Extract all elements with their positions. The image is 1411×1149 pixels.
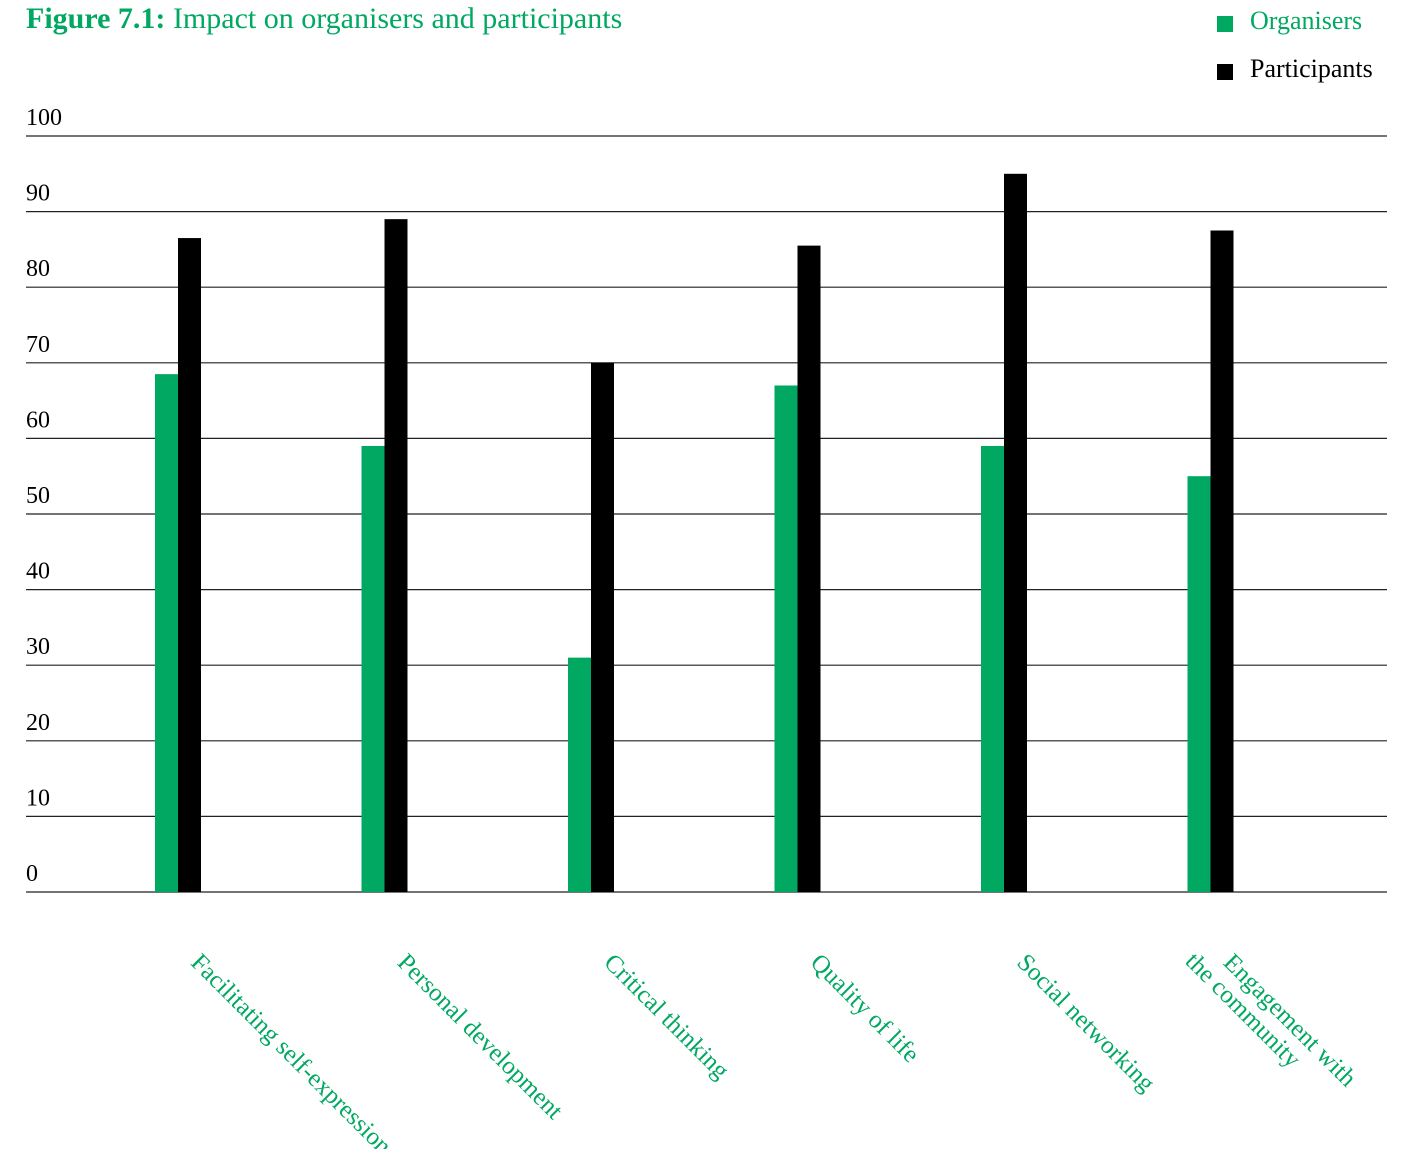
bar-organisers-2 xyxy=(361,445,385,892)
x-tick-label-1: Facilitating self-expression xyxy=(186,949,397,1149)
y-tick-label-70: 70 xyxy=(26,332,50,358)
y-tick-label-10: 10 xyxy=(26,785,50,811)
y-tick-label-90: 90 xyxy=(26,181,50,207)
x-tick-label-6: Engagement withthe community xyxy=(1180,929,1362,1111)
bar-organisers-6 xyxy=(1187,476,1211,892)
bar-participants-2 xyxy=(384,219,408,892)
x-tick-label-4: Quality of life xyxy=(805,949,924,1068)
bar-organisers-1 xyxy=(155,374,178,892)
y-tick-label-40: 40 xyxy=(26,559,50,585)
chart-title: Figure 7.1: Impact on organisers and par… xyxy=(26,2,622,36)
y-tick-label-0: 0 xyxy=(26,861,38,887)
x-tick-label-line: Personal development xyxy=(392,949,568,1125)
y-tick-label-30: 30 xyxy=(26,634,50,660)
y-tick-label-50: 50 xyxy=(26,483,50,509)
bar-organisers-3 xyxy=(568,657,591,892)
bar-organisers-4 xyxy=(774,385,798,892)
bar-participants-4 xyxy=(797,245,821,892)
bar-participants-5 xyxy=(1004,173,1027,893)
x-tick-label-5: Social networking xyxy=(1012,949,1161,1098)
figure-number: Figure 7.1: xyxy=(26,2,166,35)
y-tick-label-80: 80 xyxy=(26,256,50,282)
y-tick-label-20: 20 xyxy=(26,710,50,736)
y-tick-label-100: 100 xyxy=(26,105,62,131)
x-tick-label-3: Critical thinking xyxy=(599,949,735,1085)
legend-label-organisers: Organisers xyxy=(1250,6,1363,35)
x-tick-label-2: Personal development xyxy=(392,949,568,1125)
legend-label-participants: Participants xyxy=(1250,54,1373,83)
x-tick-label-line: Social networking xyxy=(1012,949,1161,1098)
bar-participants-1 xyxy=(178,238,201,892)
bar-organisers-5 xyxy=(981,445,1004,892)
figure-title-text: Impact on organisers and participants xyxy=(172,2,623,35)
y-tick-label-60: 60 xyxy=(26,407,50,433)
x-tick-label-line: Critical thinking xyxy=(599,949,735,1085)
legend-swatch-organisers xyxy=(1217,16,1233,32)
bar-participants-3 xyxy=(591,362,614,892)
x-tick-label-line: Facilitating self-expression xyxy=(186,949,397,1149)
bar-participants-6 xyxy=(1210,230,1234,892)
legend-swatch-participants xyxy=(1217,64,1233,80)
x-tick-label-line: Quality of life xyxy=(805,949,924,1068)
